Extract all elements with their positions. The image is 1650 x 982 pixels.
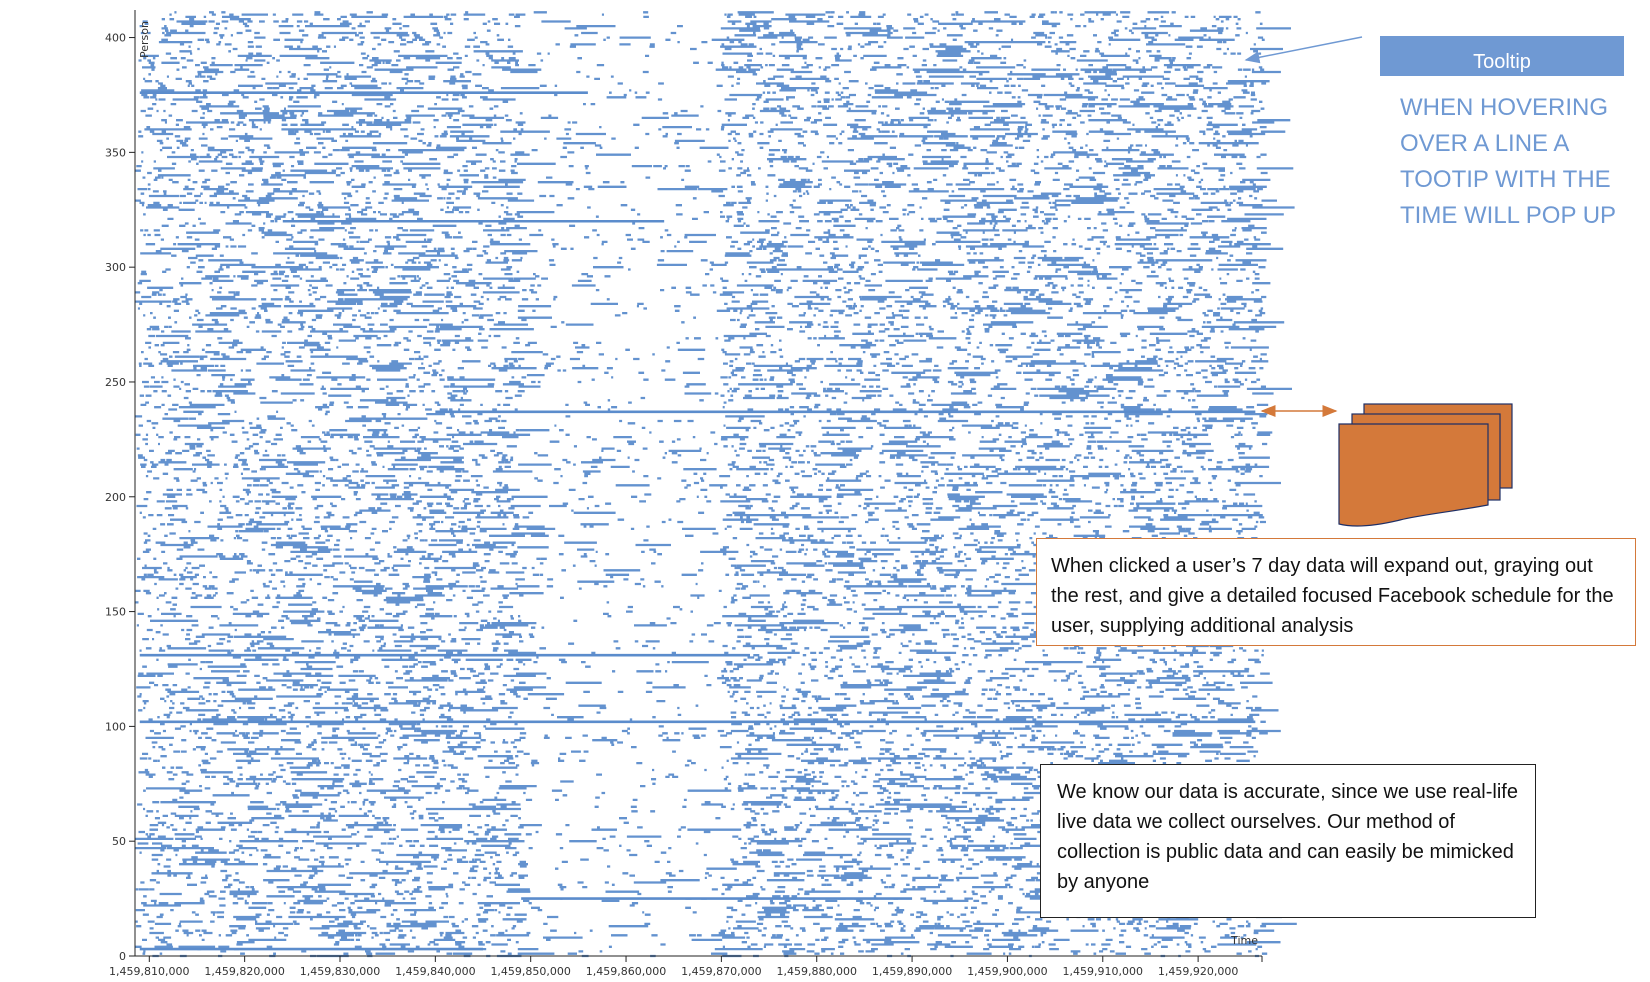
y-tick-label: 350: [105, 146, 126, 159]
y-tick-label: 50: [112, 835, 126, 848]
y-tick-label: 200: [105, 491, 126, 504]
y-axis-title: Person: [138, 21, 151, 58]
y-tick-label: 250: [105, 376, 126, 389]
x-tick-label: 1,459,860,000: [586, 965, 666, 978]
x-tick-label: 1,459,810,000: [109, 965, 189, 978]
x-tick-label: 1,459,910,000: [1063, 965, 1143, 978]
x-axis-title: Time: [1230, 934, 1258, 947]
x-tick-label: 1,459,840,000: [395, 965, 475, 978]
x-tick-label: 1,459,830,000: [300, 965, 380, 978]
click-note: When clicked a user’s 7 day data will ex…: [1036, 538, 1636, 646]
documents-icon: [1338, 403, 1513, 527]
axes: 0 50 100 150 200 250 300 350 400 Person 1,459,810,…: [105, 10, 1263, 978]
hover-note: WHEN HOVERING OVER A LINE A TOOTIP WITH …: [1400, 94, 1617, 229]
tooltip-label: Tooltip: [1473, 51, 1531, 73]
x-tick-label: 1,459,920,000: [1158, 965, 1238, 978]
accuracy-note: We know our data is accurate, since we u…: [1040, 764, 1536, 918]
x-tick-label: 1,459,870,000: [681, 965, 761, 978]
plot-area[interactable]: [135, 11, 1302, 958]
x-tick-label: 1,459,890,000: [872, 965, 952, 978]
x-tick-label: 1,459,850,000: [490, 965, 570, 978]
tooltip-arrow: [1244, 36, 1363, 64]
x-tick-label: 1,459,820,000: [204, 965, 284, 978]
y-tick-label: 400: [105, 32, 126, 45]
y-tick-label: 150: [105, 606, 126, 619]
tooltip-example: Tooltip: [1380, 36, 1624, 76]
y-tick-label: 100: [105, 720, 126, 733]
x-tick-label: 1,459,900,000: [967, 965, 1047, 978]
x-tick-label: 1,459,880,000: [776, 965, 856, 978]
y-tick-label: 0: [119, 950, 126, 963]
y-tick-label: 300: [105, 261, 126, 274]
